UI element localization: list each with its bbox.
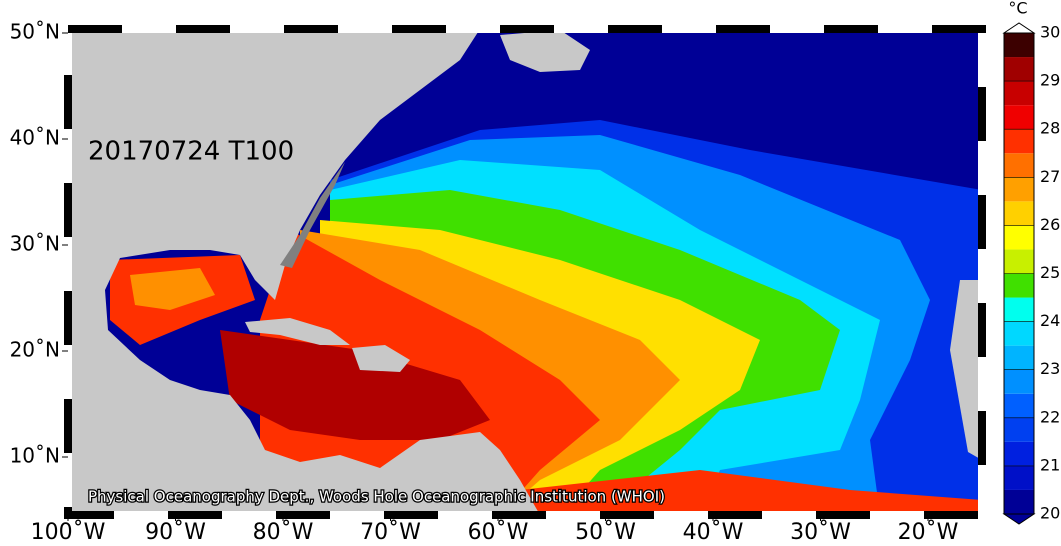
lon-tick-label: 30˚W [790,520,851,545]
colorbar-band [1004,273,1034,298]
map-title: 20170724 T100 [88,137,294,167]
colorbar-tick-label: 29 [1040,71,1060,90]
colorbar-under [1002,513,1036,525]
colorbar-tick-label: 28 [1040,119,1060,138]
colorbar-band [1004,201,1034,226]
lat-tick-label: 20˚N [10,338,60,362]
colorbar-tick-label: 24 [1040,311,1060,330]
lat-tick-label: 10˚N [10,444,60,468]
colorbar-band [1004,153,1034,178]
lat-tick-label: 40˚N [10,126,60,150]
lat-tick-label: 30˚N [10,232,60,256]
credit: Physical Oceanography Dept., Woods Hole … [88,488,665,506]
lon-tick-label: 80˚W [253,520,314,545]
colorbar-band [1004,105,1034,130]
colorbar-unit: °C [1008,0,1027,18]
colorbar-band [1004,129,1034,154]
colorbar-band [1004,441,1034,466]
frame-checker [64,25,986,519]
colorbar-band [1004,369,1034,394]
colorbar-over [1002,22,1036,34]
colorbar-band [1004,177,1034,202]
colorbar-tick-label: 25 [1040,263,1060,282]
colorbar-band [1004,393,1034,418]
colorbar-band [1004,465,1034,490]
colorbar-band [1004,33,1034,58]
colorbar-tick-label: 20 [1040,504,1060,523]
colorbar-tick-label: 30 [1040,23,1060,42]
colorbar-tick-label: 26 [1040,215,1060,234]
colorbar-band [1004,249,1034,274]
lon-tick-label: 90˚W [145,520,206,545]
colorbar-band [1004,417,1034,442]
lon-tick-label: 40˚W [683,520,744,545]
colorbar-band [1004,81,1034,106]
lon-tick-label: 100˚W [31,520,106,545]
colorbar-tick-label: 23 [1040,359,1060,378]
lon-tick-label: 20˚W [898,520,959,545]
lon-tick-label: 70˚W [360,520,421,545]
lon-tick-label: 60˚W [468,520,529,545]
colorbar-tick-label: 27 [1040,167,1060,186]
axes: 100˚W 90˚W 80˚W 70˚W 60˚W 50˚W 40˚W 30˚W 20˚W 50˚… [10,20,959,546]
sst-field [68,29,982,515]
lat-tick-label: 50˚N [10,20,60,44]
colorbar-band [1004,321,1034,346]
colorbar-tick-label: 22 [1040,407,1060,426]
colorbar-band [1004,225,1034,250]
colorbar-band [1004,345,1034,370]
colorbar: 20 21 22 23 24 25 26 27 28 29 30 [1002,22,1060,525]
colorbar-band [1004,57,1034,82]
lon-tick-label: 50˚W [575,520,636,545]
colorbar-tick-label: 21 [1040,455,1060,474]
colorbar-band [1004,489,1034,514]
colorbar-band [1004,297,1034,322]
